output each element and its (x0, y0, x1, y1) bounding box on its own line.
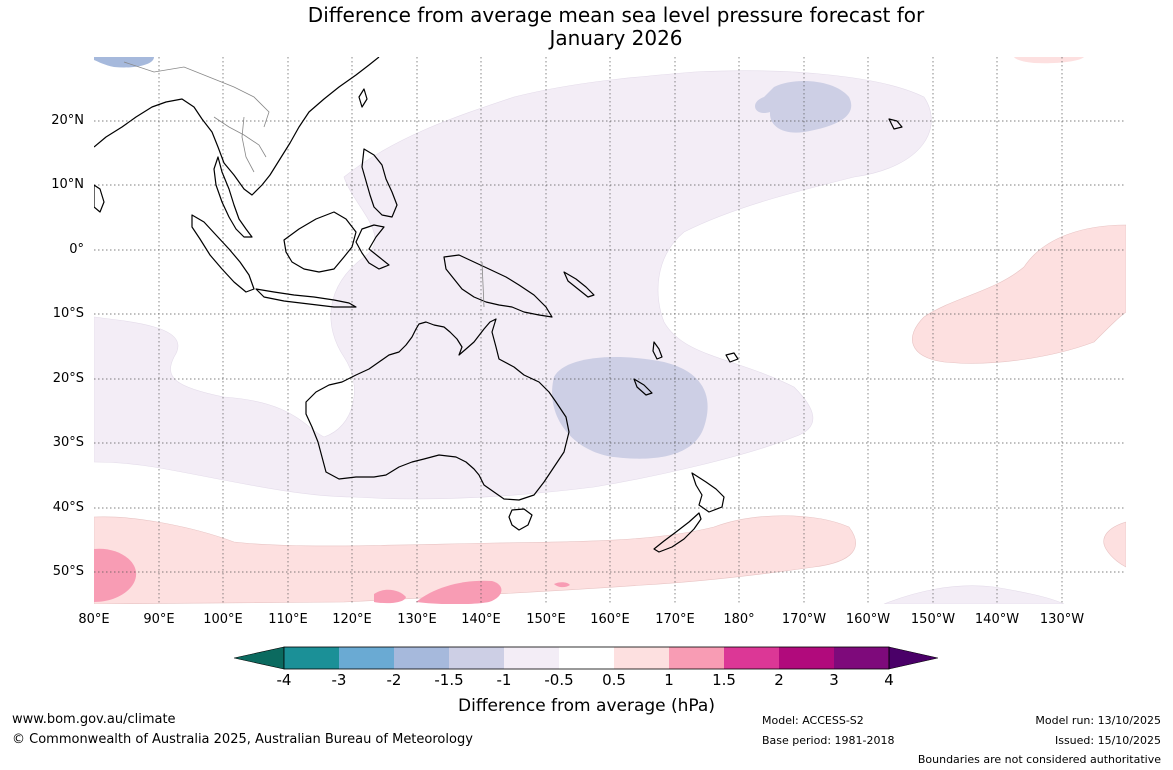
colorbar-tick-2: 2 (774, 671, 784, 689)
lat-label-40s: 40°S (52, 500, 84, 515)
anomaly-region-southern-ocean-strong-b (416, 580, 502, 604)
lon-label-140e: 140°E (461, 612, 501, 627)
footer-model-run: Model run: 13/10/2025 (1035, 714, 1161, 727)
lat-label-20n: 20°N (51, 113, 84, 128)
colorbar-segment-lt-neg4 (234, 646, 285, 670)
anomaly-region-east-pacific-positive (912, 224, 1126, 364)
colorbar-tick-neg2: -2 (386, 671, 402, 689)
colorbar-tick-0-5: 0.5 (602, 671, 626, 689)
lon-label-180: 180° (723, 612, 755, 627)
country-borders (123, 61, 485, 308)
lon-label-90e: 90°E (143, 612, 175, 627)
colorbar-segment-neg2-neg1-5 (394, 647, 449, 669)
malay-peninsula-coastline (213, 156, 253, 238)
fiji-coastline (725, 352, 739, 363)
lon-label-110e: 110°E (268, 612, 308, 627)
anomaly-region-southern-ocean-strong-d (554, 582, 570, 588)
hawaii-coastline (888, 118, 903, 130)
lon-label-170e: 170°E (655, 612, 695, 627)
solomon-islands-coastline (563, 271, 595, 298)
footer-disclaimer: Boundaries are not considered authoritat… (917, 753, 1161, 766)
anomaly-region-southern-ocean-strong-c (374, 589, 406, 604)
colorbar-segment-1-1-5 (669, 647, 724, 669)
lon-label-160e: 160°E (590, 612, 630, 627)
lon-label-80e: 80°E (78, 612, 110, 627)
footer-copyright: © Commonwealth of Australia 2025, Austra… (12, 732, 473, 747)
new-zealand-south-island (653, 512, 702, 553)
colorbar-title: Difference from average (hPa) (458, 696, 715, 716)
lon-label-130w: 130°W (1039, 612, 1085, 627)
lat-label-0: 0° (69, 242, 84, 257)
colorbar-tick-1-5: 1.5 (712, 671, 736, 689)
anomaly-region-tropics-negative (94, 70, 932, 500)
colorbar-segment-neg3-neg2 (339, 647, 394, 669)
colorbar-segment-neg1-5-neg1 (449, 647, 504, 669)
sumatra-coastline (191, 214, 255, 293)
colorbar-segment-0-5-1 (614, 647, 669, 669)
footer-model: Model: ACCESS-S2 (762, 714, 864, 727)
lon-label-150w: 150°W (910, 612, 956, 627)
colorbar-tick-1: 1 (664, 671, 674, 689)
anomaly-region-coral-sea (552, 357, 708, 459)
tasmania-coastline (508, 508, 533, 531)
lon-label-130e: 130°E (397, 612, 437, 627)
title-line-2: January 2026 (549, 26, 683, 50)
colorbar-tick-neg1: -1 (496, 671, 512, 689)
lat-label-10s: 10°S (52, 306, 84, 321)
colorbar-segment-1-5-2 (724, 647, 779, 669)
asia-mainland-coastline (94, 57, 380, 196)
pressure-anomaly-map (94, 57, 1126, 604)
lat-label-10n: 10°N (51, 177, 84, 192)
lon-label-120e: 120°E (332, 612, 372, 627)
vanuatu-coastline (652, 341, 663, 360)
title-line-1: Difference from average mean sea level p… (307, 3, 925, 27)
anomaly-region-south-pacific-negative (883, 585, 1065, 604)
colorbar-segment-3-4 (834, 647, 889, 669)
colorbar-segment-gt-4 (888, 646, 938, 670)
colorbar-segment-neg1-neg0-5 (504, 647, 559, 669)
lat-label-20s: 20°S (52, 371, 84, 386)
new-guinea-coastline (443, 254, 553, 318)
anomaly-region-south-pacific-edge (1103, 521, 1126, 568)
colorbar-tick-4: 4 (884, 671, 894, 689)
colorbar-tick-3: 3 (829, 671, 839, 689)
lon-label-160w: 160°W (845, 612, 891, 627)
footer-issued: Issued: 15/10/2025 (1054, 734, 1161, 747)
colorbar-tick-neg0-5: -0.5 (544, 671, 574, 689)
australia-coastline (305, 318, 570, 501)
philippines-coastline (361, 148, 398, 218)
colorbar-tick-neg3: -3 (331, 671, 347, 689)
borneo-coastline (283, 211, 357, 273)
java-coastline (255, 288, 357, 308)
lon-label-170w: 170°W (781, 612, 827, 627)
footer-base-period: Base period: 1981-2018 (762, 734, 895, 747)
lon-label-150e: 150°E (526, 612, 566, 627)
taiwan-coastline (358, 88, 368, 108)
colorbar (234, 646, 938, 670)
anomaly-region-southern-ocean-positive (94, 515, 856, 604)
lat-label-50s: 50°S (52, 564, 84, 579)
colorbar-tick-neg1-5: -1.5 (434, 671, 464, 689)
sri-lanka-coastline (94, 184, 105, 213)
map-title: Difference from average mean sea level p… (0, 4, 1173, 50)
anomaly-region-central-pacific (755, 81, 852, 133)
lon-label-140w: 140°W (974, 612, 1020, 627)
colorbar-frame (283, 646, 890, 670)
new-zealand-north-island (691, 472, 725, 513)
colorbar-segment-2-3 (779, 647, 834, 669)
lon-label-100e: 100°E (203, 612, 243, 627)
coastlines (94, 57, 903, 553)
new-caledonia-coastline (633, 378, 653, 396)
anomaly-region-north-pacific-positive (1014, 57, 1084, 64)
footer-website[interactable]: www.bom.gov.au/climate (12, 712, 176, 727)
sulawesi-coastline (355, 224, 390, 270)
lat-label-30s: 30°S (52, 435, 84, 450)
colorbar-tick-neg4: -4 (276, 671, 292, 689)
colorbar-segment-neg0-5-0-5 (559, 647, 614, 669)
anomaly-region-southern-ocean-strong-a (94, 548, 137, 602)
colorbar-segment-neg4-neg3 (284, 647, 339, 669)
